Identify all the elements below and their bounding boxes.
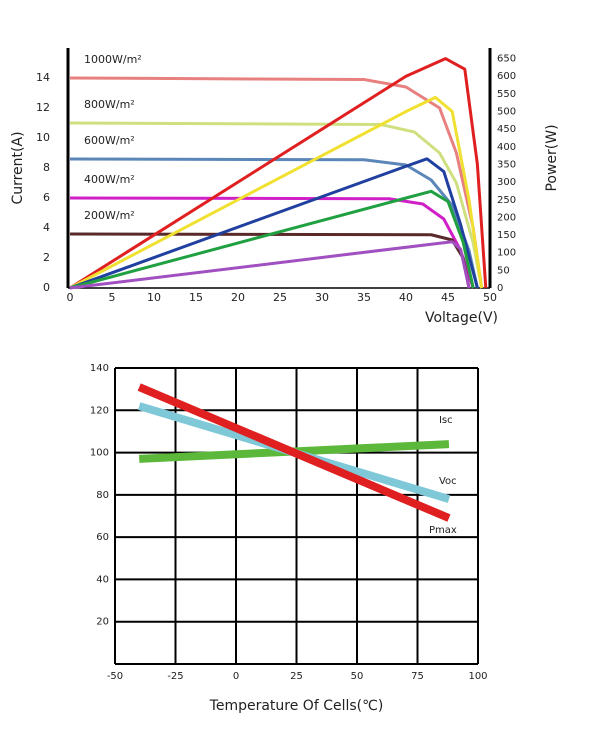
series-label: 600W/m²: [84, 134, 135, 147]
x-tick-label: 45: [441, 291, 455, 304]
y-tick-label: 6: [43, 191, 50, 204]
series-line: [69, 240, 471, 290]
y-axis-label: Current(A): [10, 131, 26, 204]
x-tick-label: 5: [109, 291, 116, 304]
series-line: [69, 95, 484, 290]
series-line: [69, 189, 475, 290]
x-tick-label: 0: [67, 291, 74, 304]
y2-tick-label: 200: [497, 212, 516, 223]
series-label: 1000W/m²: [84, 53, 142, 66]
y-tick-label: 100: [90, 448, 109, 459]
y2-tick-label: 500: [497, 107, 516, 118]
x-tick-label: 25: [273, 291, 287, 304]
y2-axis-label: Power(W): [544, 124, 560, 191]
series-line: [69, 57, 488, 290]
x-tick-label: 20: [231, 291, 245, 304]
y2-tick-label: 50: [497, 265, 510, 276]
x-axis-label: Voltage(V): [425, 310, 498, 326]
x-tick-label: 30: [315, 291, 329, 304]
series-line: [137, 383, 451, 522]
y-tick-label: 4: [43, 221, 50, 234]
y2-tick-label: 450: [497, 124, 516, 135]
y2-tick-label: 100: [497, 248, 516, 259]
x-tick-label: 100: [468, 671, 487, 682]
x-tick-label: 40: [399, 291, 413, 304]
x-tick-label: 10: [147, 291, 161, 304]
y-tick-label: 60: [96, 532, 109, 543]
y-tick-label: 40: [96, 574, 109, 585]
y2-tick-label: 600: [497, 71, 516, 82]
y-tick-label: 20: [96, 617, 109, 628]
y2-tick-label: 650: [497, 54, 516, 65]
y2-tick-label: 550: [497, 89, 516, 100]
x-tick-label: 50: [483, 291, 497, 304]
x-tick-label: 75: [411, 671, 424, 682]
x-tick-label: 15: [189, 291, 203, 304]
x-tick-label: -50: [107, 671, 123, 682]
y2-tick-label: 250: [497, 195, 516, 206]
x-tick-label: 35: [357, 291, 371, 304]
series-label: 400W/m²: [84, 173, 135, 186]
y-tick-label: 80: [96, 490, 109, 501]
x-tick-label: 0: [233, 671, 239, 682]
y-tick-label: 0: [43, 281, 50, 294]
series-label: Isc: [439, 415, 453, 426]
y-tick-label: 140: [90, 363, 109, 374]
y-tick-label: 12: [36, 101, 50, 114]
y-tick-label: 10: [36, 131, 50, 144]
series-label: Pmax: [429, 525, 457, 536]
x-tick-label: -25: [167, 671, 183, 682]
x-axis-label: Temperature Of Cells(℃): [209, 698, 384, 714]
y2-tick-label: 0: [497, 283, 503, 294]
x-tick-label: 50: [351, 671, 364, 682]
series-label: 800W/m²: [84, 98, 135, 111]
x-tick-label: 25: [290, 671, 303, 682]
series-line: [69, 157, 479, 290]
y-tick-label: 120: [90, 405, 109, 416]
y2-tick-label: 350: [497, 159, 516, 170]
y2-tick-label: 150: [497, 230, 516, 241]
y2-tick-label: 400: [497, 142, 516, 153]
y-tick-label: 8: [43, 161, 50, 174]
y2-tick-label: 300: [497, 177, 516, 188]
series-label: 200W/m²: [84, 209, 135, 222]
y-tick-label: 2: [43, 251, 50, 264]
series-label: Voc: [439, 476, 457, 487]
y-tick-label: 14: [36, 71, 50, 84]
